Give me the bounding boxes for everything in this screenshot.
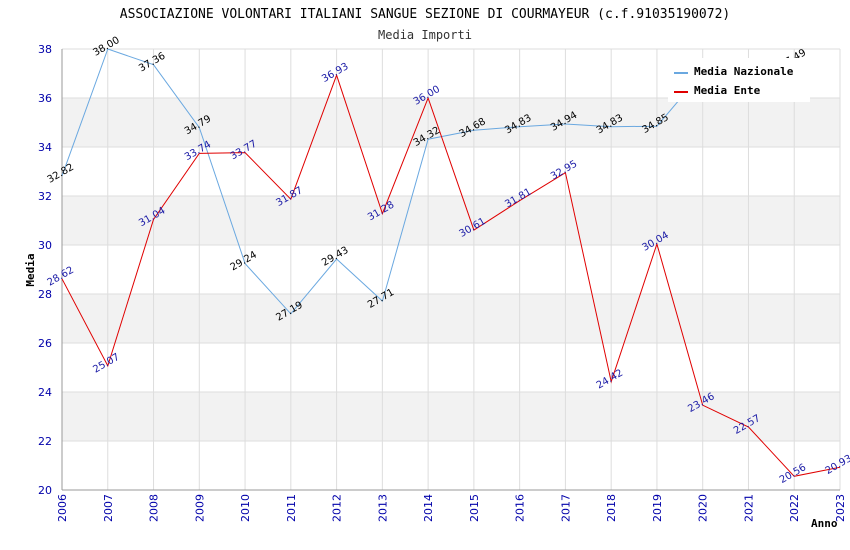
series-line-nazionale — [61, 48, 795, 315]
x-tick-label: 2008 — [148, 494, 161, 522]
plot-band — [62, 245, 840, 294]
x-tick-label: 2017 — [559, 494, 572, 522]
plot-band — [62, 147, 840, 196]
y-tick-label: 34 — [38, 141, 52, 154]
y-tick-label: 24 — [38, 386, 52, 399]
chart-subtitle: Media Importi — [378, 28, 472, 42]
x-tick-label: 2015 — [468, 494, 481, 522]
legend: Media Nazionale Media Ente — [668, 58, 810, 102]
y-tick-label: 26 — [38, 337, 52, 350]
x-tick-label: 2006 — [56, 494, 69, 522]
y-tick-label: 28 — [38, 288, 52, 301]
x-tick-label: 2019 — [651, 494, 664, 522]
plot-band — [62, 98, 840, 147]
x-tick-label: 2018 — [605, 494, 618, 522]
legend-label-ente: Media Ente — [694, 84, 761, 97]
x-tick-label: 2010 — [239, 494, 252, 522]
series-line-ente — [61, 73, 841, 477]
y-tick-label: 36 — [38, 92, 52, 105]
chart-title: ASSOCIAZIONE VOLONTARI ITALIANI SANGUE S… — [120, 7, 730, 22]
y-tick-label: 30 — [38, 239, 52, 252]
plot-band — [62, 441, 840, 490]
x-tick-label: 2020 — [697, 494, 710, 522]
x-tick-label: 2011 — [285, 494, 298, 522]
x-tick-label: 2016 — [514, 494, 527, 522]
plot-band — [62, 196, 840, 245]
x-tick-label: 2009 — [193, 494, 206, 522]
x-tick-label: 2007 — [102, 494, 115, 522]
x-tick-label: 2022 — [788, 494, 801, 522]
plot-background — [62, 49, 840, 490]
series-lines — [61, 48, 841, 477]
x-tick-label: 2012 — [331, 494, 344, 522]
x-tick-label: 2013 — [376, 494, 389, 522]
plot-band — [62, 343, 840, 392]
y-tick-label: 32 — [38, 190, 52, 203]
y-axis-label: Media — [24, 253, 37, 286]
y-tick-label: 38 — [38, 43, 52, 56]
grid — [61, 48, 841, 491]
x-tick-label: 2023 — [834, 494, 847, 522]
x-axis-ticks: 2006 2007 2008 2009 2010 2011 2012 2013 2014 2015… — [56, 494, 847, 522]
plot-band — [62, 294, 840, 343]
legend-box — [668, 58, 810, 102]
x-tick-label: 2021 — [742, 494, 755, 522]
plot-band — [62, 392, 840, 441]
y-tick-label: 20 — [38, 484, 52, 497]
x-axis-label: Anno — [811, 517, 838, 530]
y-tick-label: 22 — [38, 435, 52, 448]
legend-label-nazionale: Media Nazionale — [694, 65, 794, 78]
y-axis-ticks: 20 22 24 26 28 30 32 34 36 38 — [38, 43, 52, 497]
x-tick-label: 2014 — [422, 494, 435, 522]
